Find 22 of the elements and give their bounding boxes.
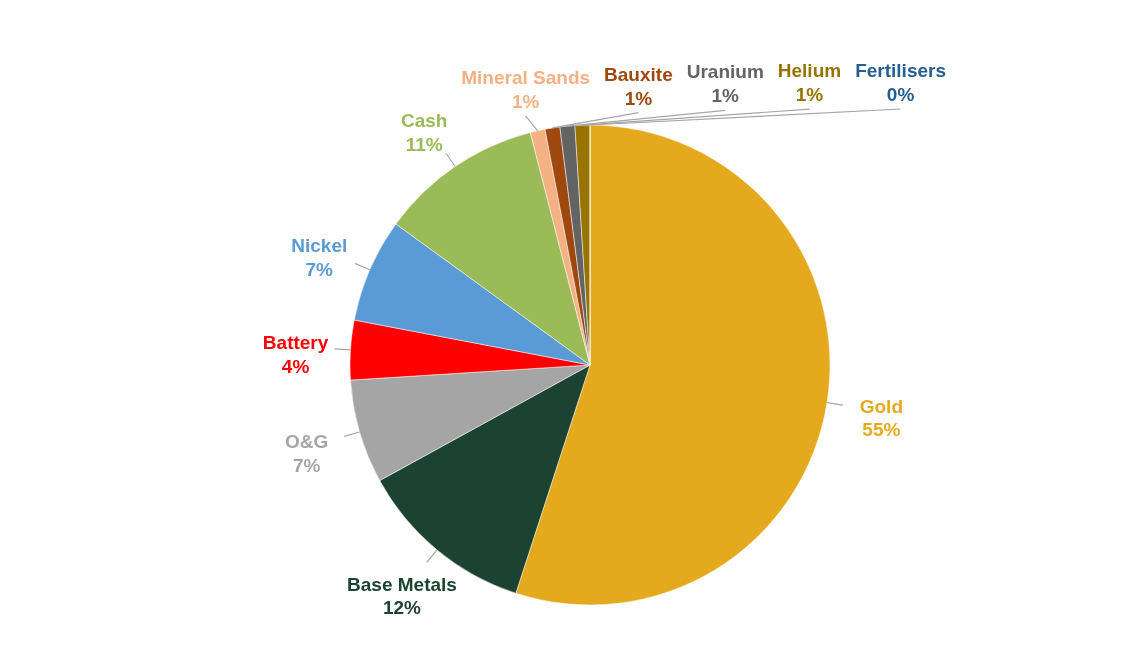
slice-label: Uranium [686, 61, 764, 83]
data-label: 1% [795, 84, 824, 106]
category-label: Fertilisers [855, 60, 946, 82]
data-label: 12% [382, 597, 422, 619]
data-label: 55% [862, 419, 901, 441]
slice-label: Nickel [291, 235, 348, 257]
text: 0% [886, 83, 915, 105]
data-label: 7% [305, 258, 334, 280]
slice-label: Cash [400, 110, 448, 132]
data-label: 4% [281, 355, 310, 377]
data-label: 7% [292, 454, 321, 476]
slice-label: Gold [859, 395, 904, 417]
data-label: 1% [511, 90, 540, 112]
slice-label: Base Metals [347, 573, 457, 595]
slice-label: Bauxite [604, 63, 673, 85]
data-label: 1% [711, 85, 740, 107]
slice-label: Mineral Sands [461, 67, 591, 89]
data-label: 11% [405, 134, 443, 156]
slice-label: Battery [262, 331, 329, 353]
slice-label: Helium [777, 60, 842, 82]
slice-label: O&G [285, 431, 329, 453]
data-label: 1% [624, 87, 653, 109]
